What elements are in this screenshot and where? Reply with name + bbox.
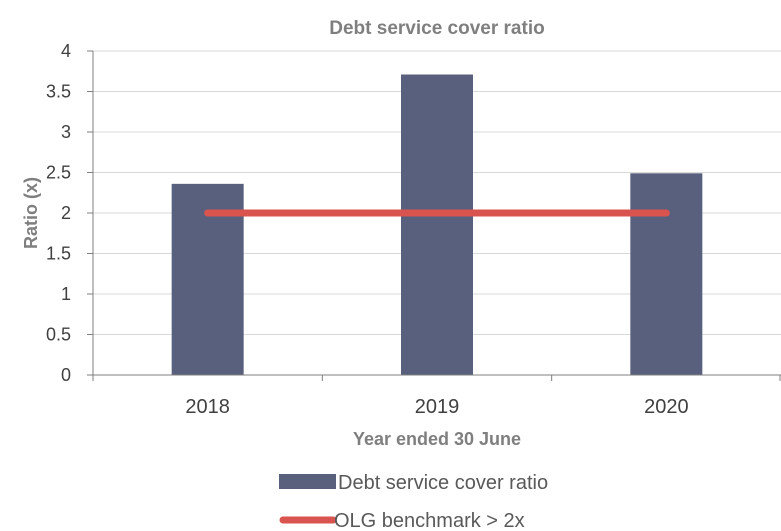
y-axis-title: Ratio (x) [21, 177, 41, 249]
legend-label-line: OLG benchmark > 2x [334, 510, 525, 531]
x-tick-label: 2018 [185, 396, 230, 418]
chart-title: Debt service cover ratio [329, 18, 544, 39]
legend-label-bar: Debt service cover ratio [338, 472, 548, 494]
y-tick-label: 2.5 [46, 163, 71, 183]
x-axis-title: Year ended 30 June [353, 429, 521, 449]
x-tick-labels: 2018 2019 2020 [185, 396, 688, 418]
legend-swatch-bar [279, 474, 336, 489]
y-tick-label: 3 [61, 122, 71, 142]
bar-2019 [401, 74, 473, 375]
y-tick-label: 2 [61, 203, 71, 223]
bar-2020 [630, 173, 702, 375]
legend: Debt service cover ratio OLG benchmark > … [279, 472, 548, 531]
y-tick-label: 0.5 [46, 325, 71, 345]
y-tick-label: 1.5 [46, 244, 71, 264]
y-tick-label: 4 [61, 41, 71, 61]
y-tick-label: 3.5 [46, 82, 71, 102]
bars [172, 74, 703, 375]
y-tick-labels: 0 0.5 1 1.5 2 2.5 3 3.5 4 [46, 41, 71, 385]
x-tick-label: 2019 [415, 396, 460, 418]
y-tick-label: 1 [61, 284, 71, 304]
x-tick-label: 2020 [644, 396, 689, 418]
y-tick-label: 0 [61, 365, 71, 385]
